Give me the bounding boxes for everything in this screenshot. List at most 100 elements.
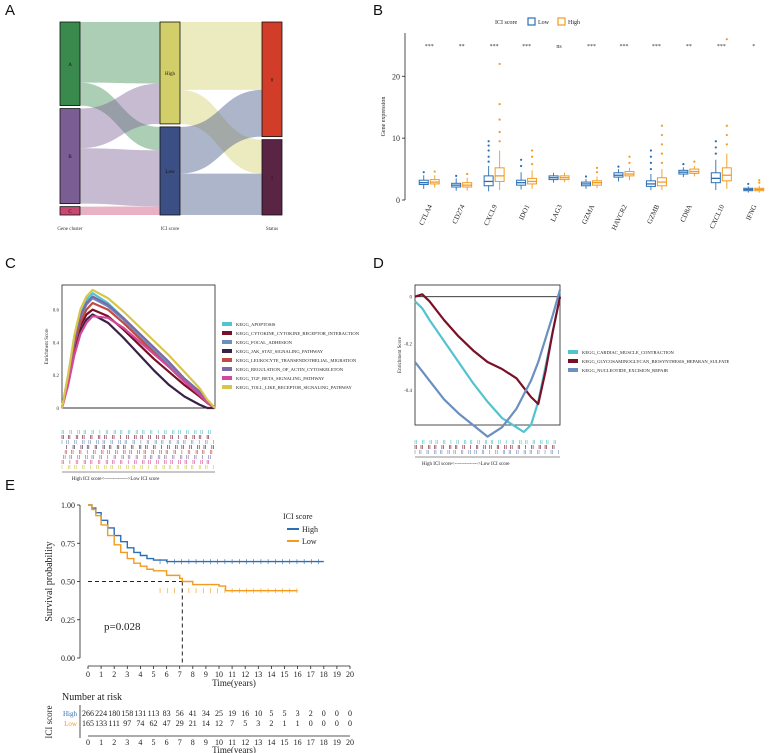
risk-count: 113 xyxy=(148,709,160,718)
es-curve-8 xyxy=(60,288,216,409)
y-axis-title: Enrichment Score xyxy=(45,328,50,365)
risk-count: 5 xyxy=(269,709,273,718)
sankey-axis-label: ICI score xyxy=(161,227,180,232)
risk-count: 34 xyxy=(202,709,210,718)
sankey-axis-label: Status xyxy=(266,227,278,232)
risk-count: 12 xyxy=(215,719,223,728)
panel-label-a: A xyxy=(5,2,15,19)
box-outlier xyxy=(530,149,534,152)
x-tick-label: 12 xyxy=(241,670,249,679)
risk-count: 74 xyxy=(136,719,144,728)
x-tick-label: 3 xyxy=(125,670,129,679)
risk-count: 56 xyxy=(176,709,184,718)
y-tick-label: 0 xyxy=(396,196,400,205)
risk-count: 0 xyxy=(322,719,326,728)
significance-label: *** xyxy=(522,44,531,50)
significance-label: * xyxy=(752,44,755,50)
x-tick-label: 2 xyxy=(112,670,116,679)
box-outlier xyxy=(649,149,653,152)
box-outlier xyxy=(595,166,599,169)
x-tick-label: 7 xyxy=(178,670,182,679)
risk-x-tick-label: 8 xyxy=(191,738,195,747)
sankey-node-label: 1 xyxy=(271,176,274,181)
survival-plot: 0.000.250.500.751.000 1 2 3 4 5 6 7 8 9 10 11 12 13 14… xyxy=(44,501,354,753)
risk-count: 1 xyxy=(296,719,300,728)
risk-x-tick-label: 16 xyxy=(294,738,302,747)
box-outlier xyxy=(422,171,425,174)
risk-count: 14 xyxy=(202,719,210,728)
sankey-flow-High-0 xyxy=(180,22,262,90)
x-tick-label: CXCL9 xyxy=(482,203,499,227)
sankey-node-label: C xyxy=(68,210,72,215)
significance-label: *** xyxy=(717,44,726,50)
x-tick-label: 20 xyxy=(346,670,354,679)
y-tick-label: 0.50 xyxy=(61,578,75,587)
legend-swatch-low xyxy=(527,17,536,26)
panel-label-d: D xyxy=(373,255,384,272)
x-tick-label: 11 xyxy=(228,670,236,679)
risk-count: 111 xyxy=(108,719,119,728)
risk-count: 0 xyxy=(322,709,326,718)
sankey-node-label: B xyxy=(68,155,72,160)
legend-swatch xyxy=(222,349,232,353)
significance-label: *** xyxy=(587,44,596,50)
risk-count: 266 xyxy=(82,709,94,718)
risk-y-title: ICI score xyxy=(44,705,54,738)
risk-count: 133 xyxy=(95,719,107,728)
legend-label: KEGG_LEUKOCYTE_TRANSENDOTHELIAL_MIGRATIO… xyxy=(236,358,357,363)
sankey-axis-label: Gene cluster xyxy=(57,227,82,232)
legend-swatch xyxy=(568,359,578,363)
risk-count: 41 xyxy=(189,709,197,718)
box-outlier xyxy=(530,155,534,158)
significance-label: *** xyxy=(425,44,434,50)
risk-x-tick-label: 5 xyxy=(152,738,156,747)
sankey-node-1 xyxy=(261,139,283,216)
risk-x-axis-title: Time(years) xyxy=(212,745,256,753)
box-outlier xyxy=(617,165,620,168)
significance-label: ns xyxy=(556,44,562,50)
y-tick-label: 1.00 xyxy=(61,501,75,510)
legend-swatch xyxy=(568,368,578,372)
risk-count: 180 xyxy=(108,709,120,718)
risk-x-tick-label: 10 xyxy=(215,738,223,747)
box-outlier xyxy=(519,158,523,161)
sankey-node-label: High xyxy=(165,72,176,77)
box-outlier xyxy=(498,103,501,106)
box-outlier xyxy=(660,133,664,137)
sankey-flow-A-High xyxy=(80,22,160,84)
box-outlier xyxy=(530,163,534,166)
box-high xyxy=(494,167,505,182)
box-outlier xyxy=(595,171,599,174)
y-axis-title: Survival probability xyxy=(44,541,55,621)
x-tick-label: GZMA xyxy=(580,203,596,225)
box-outlier xyxy=(487,140,490,143)
risk-x-tick-label: 11 xyxy=(228,738,236,747)
x-tick-label: 16 xyxy=(294,670,302,679)
x-tick-label: 6 xyxy=(165,670,169,679)
legend-label: KEGG_REGULATION_OF_ACTIN_CYTOSKELETON xyxy=(236,367,344,372)
significance-label: *** xyxy=(652,44,661,50)
panel-label-e: E xyxy=(5,477,15,494)
risk-count: 0 xyxy=(348,719,352,728)
gsea-plot-low: 0 -0.2 -0.4 Enrichment Score KEGG_CARDIAC_MU… xyxy=(398,284,730,467)
km-curve-high xyxy=(88,504,324,563)
y-tick-label: 0.00 xyxy=(61,654,75,663)
box-outlier xyxy=(487,155,490,158)
risk-x-tick-label: 1 xyxy=(99,738,103,747)
box-outlier xyxy=(682,163,685,166)
risk-count: 5 xyxy=(283,709,287,718)
risk-x-tick-label: 18 xyxy=(320,738,328,747)
box-outlier xyxy=(714,152,717,155)
risk-x-tick-label: 14 xyxy=(267,738,275,747)
box-outlier xyxy=(660,124,664,127)
box-outlier xyxy=(628,161,631,164)
sankey-flow-High-1 xyxy=(180,89,262,174)
legend-label: KEGG_APOPTOSIS xyxy=(236,322,276,327)
risk-count: 1 xyxy=(283,719,287,728)
y-tick-label: 0.6 xyxy=(53,309,60,314)
x-tick-label: 17 xyxy=(307,670,315,679)
risk-count: 25 xyxy=(215,709,223,718)
box-outlier xyxy=(466,172,469,176)
risk-x-tick-label: 2 xyxy=(112,738,116,747)
